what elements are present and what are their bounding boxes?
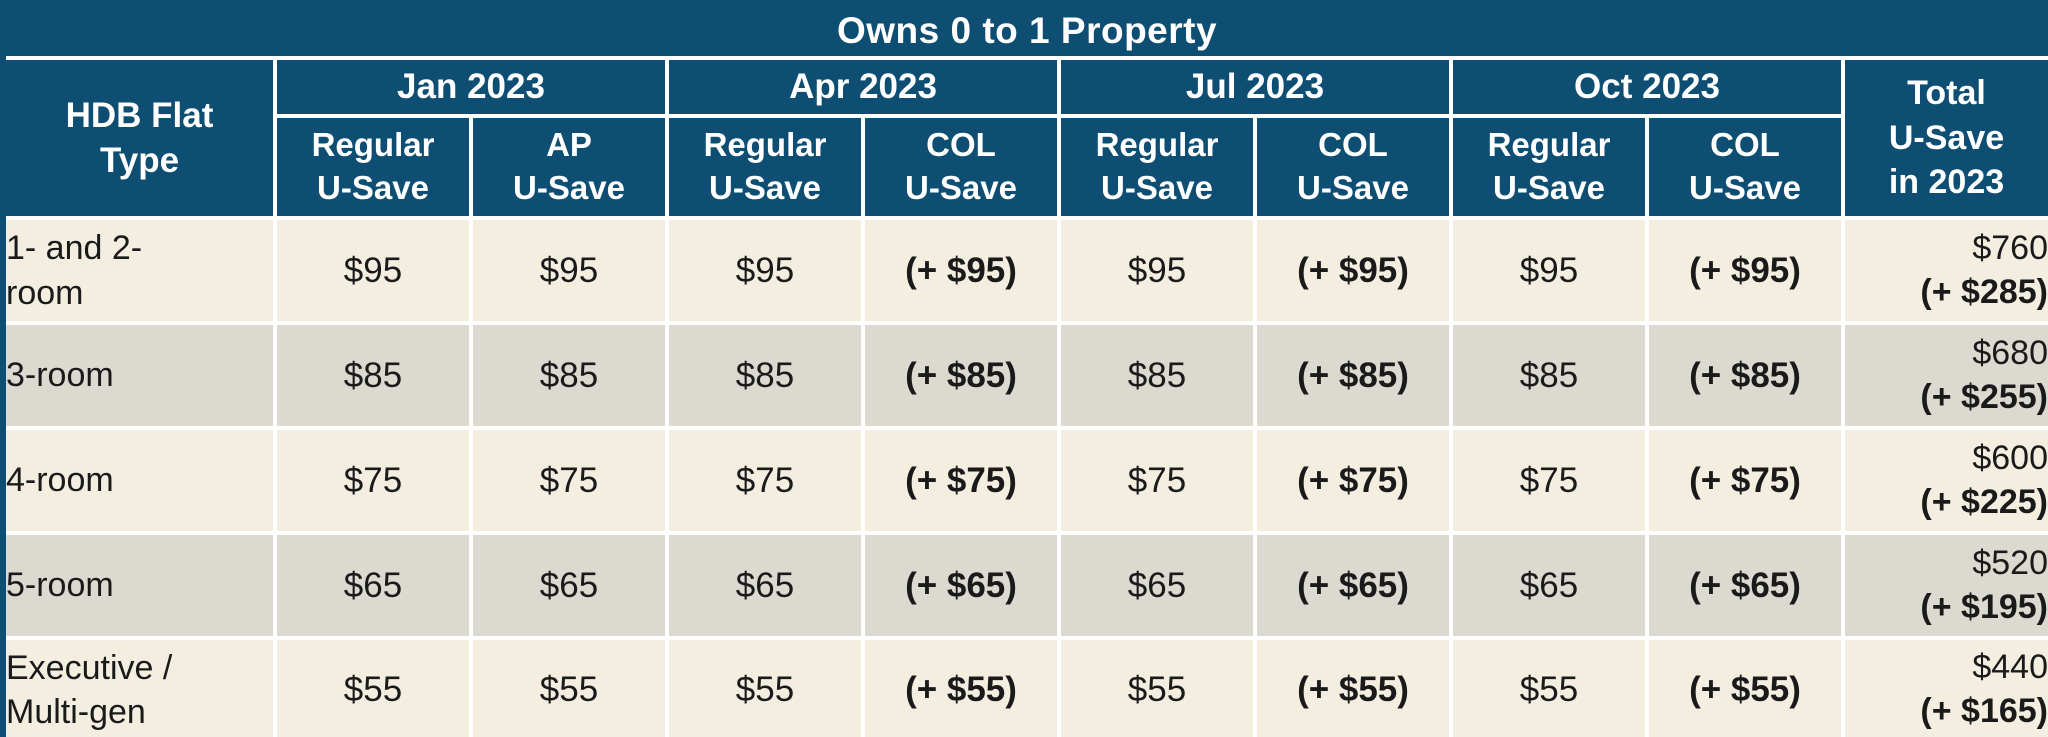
subheader-jul-regular-usave: Regular U-Save [1057, 114, 1257, 220]
total-cell: $760 (+ $285) [1841, 216, 2048, 325]
total-cell: $600 (+ $225) [1841, 426, 2048, 535]
value-cell: $95 [1057, 216, 1257, 325]
value-cell-col: (+ $85) [861, 321, 1061, 430]
subheader-apr-col-usave: COL U-Save [861, 114, 1061, 220]
value-cell-col: (+ $55) [1645, 636, 1845, 737]
value-cell-col: (+ $55) [1253, 636, 1453, 737]
subheader-apr-regular-usave: Regular U-Save [665, 114, 865, 220]
subheader-jul-col-usave: COL U-Save [1253, 114, 1453, 220]
total-cell: $680 (+ $255) [1841, 321, 2048, 430]
header-total-usave: Total U-Save in 2023 [1841, 56, 2048, 220]
total-main-amount: $600 [1972, 438, 2048, 477]
total-extra-amount: (+ $255) [1920, 377, 2048, 416]
value-cell-col: (+ $85) [1645, 321, 1845, 430]
value-cell: $55 [273, 636, 473, 737]
header-month-oct-2023: Oct 2023 [1449, 56, 1845, 118]
flat-type-cell: 1- and 2- room [1, 216, 277, 325]
table-row-executive-multigen: Executive / Multi-gen $55 $55 $55 (+ $55… [1, 636, 2048, 737]
table-row-3-room: 3-room $85 $85 $85 (+ $85) $85 (+ $85) $… [1, 321, 2048, 430]
value-cell: $65 [469, 531, 669, 640]
subheader-jan-regular-usave: Regular U-Save [273, 114, 473, 220]
value-cell: $95 [469, 216, 669, 325]
flat-type-cell: Executive / Multi-gen [1, 636, 277, 737]
table-row-1-2-room: 1- and 2- room $95 $95 $95 (+ $95) $95 (… [1, 216, 2048, 325]
value-cell-col: (+ $65) [861, 531, 1061, 640]
subheader-jan-ap-usave: AP U-Save [469, 114, 669, 220]
flat-type-cell: 3-room [1, 321, 277, 430]
total-extra-amount: (+ $225) [1920, 482, 2048, 521]
total-cell: $440 (+ $165) [1841, 636, 2048, 737]
value-cell: $55 [469, 636, 669, 737]
value-cell: $95 [273, 216, 473, 325]
value-cell-col: (+ $65) [1645, 531, 1845, 640]
value-cell: $75 [1449, 426, 1649, 535]
value-cell-col: (+ $75) [1253, 426, 1453, 535]
value-cell-col: (+ $75) [861, 426, 1061, 535]
total-cell: $520 (+ $195) [1841, 531, 2048, 640]
value-cell: $65 [665, 531, 865, 640]
header-month-jul-2023: Jul 2023 [1057, 56, 1453, 118]
total-main-amount: $760 [1972, 228, 2048, 267]
value-cell-col: (+ $95) [861, 216, 1061, 325]
table-row-5-room: 5-room $65 $65 $65 (+ $65) $65 (+ $65) $… [1, 531, 2048, 640]
subheader-oct-regular-usave: Regular U-Save [1449, 114, 1649, 220]
value-cell-col: (+ $95) [1645, 216, 1845, 325]
flat-type-cell: 5-room [1, 531, 277, 640]
header-month-apr-2023: Apr 2023 [665, 56, 1061, 118]
total-extra-amount: (+ $195) [1920, 587, 2048, 626]
flat-type-cell: 4-room [1, 426, 277, 535]
total-main-amount: $680 [1972, 333, 2048, 372]
value-cell: $75 [1057, 426, 1257, 535]
value-cell: $85 [1057, 321, 1257, 430]
value-cell: $85 [665, 321, 865, 430]
total-extra-amount: (+ $165) [1920, 692, 2048, 730]
total-extra-amount: (+ $285) [1920, 272, 2048, 311]
value-cell: $95 [1449, 216, 1649, 325]
subheader-row: Regular U-Save AP U-Save Regular U-Save … [3, 114, 2048, 220]
header-hdb-flat-type: HDB Flat Type [1, 56, 277, 220]
value-cell: $55 [665, 636, 865, 737]
value-cell: $95 [665, 216, 865, 325]
title-row: Owns 0 to 1 Property [1, 1, 2048, 60]
total-main-amount: $440 [1972, 648, 2048, 687]
value-cell: $75 [469, 426, 669, 535]
value-cell: $55 [1057, 636, 1257, 737]
month-header-row: HDB Flat Type Jan 2023 Apr 2023 Jul 2023… [1, 56, 2048, 220]
value-cell: $85 [273, 321, 473, 430]
header-month-jan-2023: Jan 2023 [273, 56, 669, 118]
value-cell: $65 [273, 531, 473, 640]
value-cell-col: (+ $65) [1253, 531, 1453, 640]
subheader-oct-col-usave: COL U-Save [1645, 114, 1845, 220]
table-title: Owns 0 to 1 Property [1, 1, 2048, 60]
value-cell-col: (+ $55) [861, 636, 1061, 737]
value-cell-col: (+ $75) [1645, 426, 1845, 535]
value-cell: $55 [1449, 636, 1649, 737]
value-cell: $85 [469, 321, 669, 430]
value-cell: $65 [1449, 531, 1649, 640]
value-cell-col: (+ $95) [1253, 216, 1453, 325]
value-cell: $75 [665, 426, 865, 535]
value-cell-col: (+ $85) [1253, 321, 1453, 430]
value-cell: $75 [273, 426, 473, 535]
table-row-4-room: 4-room $75 $75 $75 (+ $75) $75 (+ $75) $… [1, 426, 2048, 535]
value-cell: $85 [1449, 321, 1649, 430]
value-cell: $65 [1057, 531, 1257, 640]
total-main-amount: $520 [1972, 543, 2048, 582]
